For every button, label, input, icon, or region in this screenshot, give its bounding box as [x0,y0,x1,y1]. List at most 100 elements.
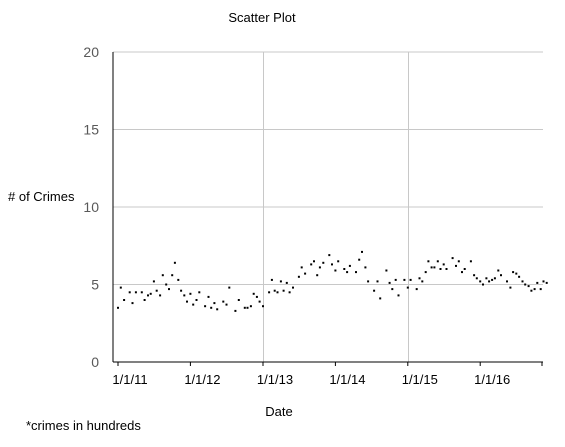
chart-title: Scatter Plot [228,10,296,25]
data-point [152,280,155,283]
data-point [123,299,126,301]
data-point [488,280,491,283]
data-point [258,300,261,303]
data-point [262,305,264,308]
data-point [524,283,527,286]
data-point [367,280,370,283]
data-point [128,291,131,294]
data-point [140,291,143,294]
y-tick-label: 15 [83,122,99,138]
data-point [506,280,508,283]
data-point [455,264,457,267]
data-point [424,271,427,274]
data-point [421,280,424,283]
data-point [457,260,460,263]
data-point [439,268,442,270]
data-point [479,280,482,283]
data-point [415,288,418,291]
data-point [358,258,361,261]
data-point [403,278,406,281]
x-tick-label: 1/1/14 [329,372,365,387]
y-tick-label: 0 [91,354,99,370]
y-tick-label: 20 [83,44,99,60]
x-tick-label: 1/1/11 [112,372,147,387]
data-point [313,260,315,263]
data-point [545,281,548,284]
data-point [473,274,476,277]
data-point [237,299,240,301]
data-point [143,299,146,301]
x-tick-label: 1/1/13 [257,372,293,387]
data-point [491,278,494,281]
data-point [192,303,195,306]
data-points [117,250,548,312]
data-point [361,250,363,253]
data-point [216,308,219,311]
data-point [225,303,228,306]
x-axis-ticks: 1/1/11 1/1/12 1/1/13 1/1/14 1/1/15 1/1/16 [112,362,543,387]
data-point [273,289,276,292]
data-point [331,263,333,266]
data-point [165,283,168,286]
data-point [509,286,512,289]
footnote: *crimes in hundreds [26,418,141,433]
data-point [521,280,524,283]
data-point [348,264,351,267]
data-point [485,277,488,280]
data-point [433,266,436,269]
data-point [117,306,119,309]
x-tick-label: 1/1/12 [184,372,220,387]
data-point [436,260,439,263]
data-point [168,288,170,291]
data-point [149,292,152,295]
data-point [243,306,246,309]
data-point [406,286,409,289]
data-point [512,271,515,274]
data-point [234,309,237,312]
data-point [533,288,536,291]
data-point [222,300,225,303]
data-point [337,260,340,263]
data-point [445,268,448,270]
data-point [409,278,412,281]
data-point [210,306,213,309]
y-axis-ticks: 0 5 10 15 20 [83,44,99,370]
data-point [134,291,137,294]
data-point [310,263,313,266]
data-point [249,305,252,308]
data-point [388,281,391,284]
data-point [292,286,294,289]
data-point [539,288,542,291]
data-point [316,274,319,277]
data-point [328,254,331,257]
data-point [279,280,282,283]
data-point [288,291,291,294]
data-point [300,266,303,269]
data-point [177,278,180,281]
data-point [427,260,430,263]
data-point [527,285,530,288]
data-point [159,294,162,297]
data-point [276,291,279,294]
data-point [204,305,207,308]
data-point [207,295,210,298]
data-point [376,280,379,283]
data-point [183,294,186,297]
data-point [418,277,421,280]
data-point [397,294,400,297]
data-point [482,283,484,286]
data-point [180,289,183,292]
data-point [451,257,454,260]
data-point [373,289,376,292]
data-point [213,302,216,305]
data-point [161,274,164,277]
y-tick-label: 10 [83,199,99,215]
data-point [385,269,388,272]
data-point [285,281,288,284]
data-point [343,268,346,270]
data-point [463,268,466,270]
data-point [515,272,518,275]
data-point [461,271,463,274]
data-point [530,289,533,292]
